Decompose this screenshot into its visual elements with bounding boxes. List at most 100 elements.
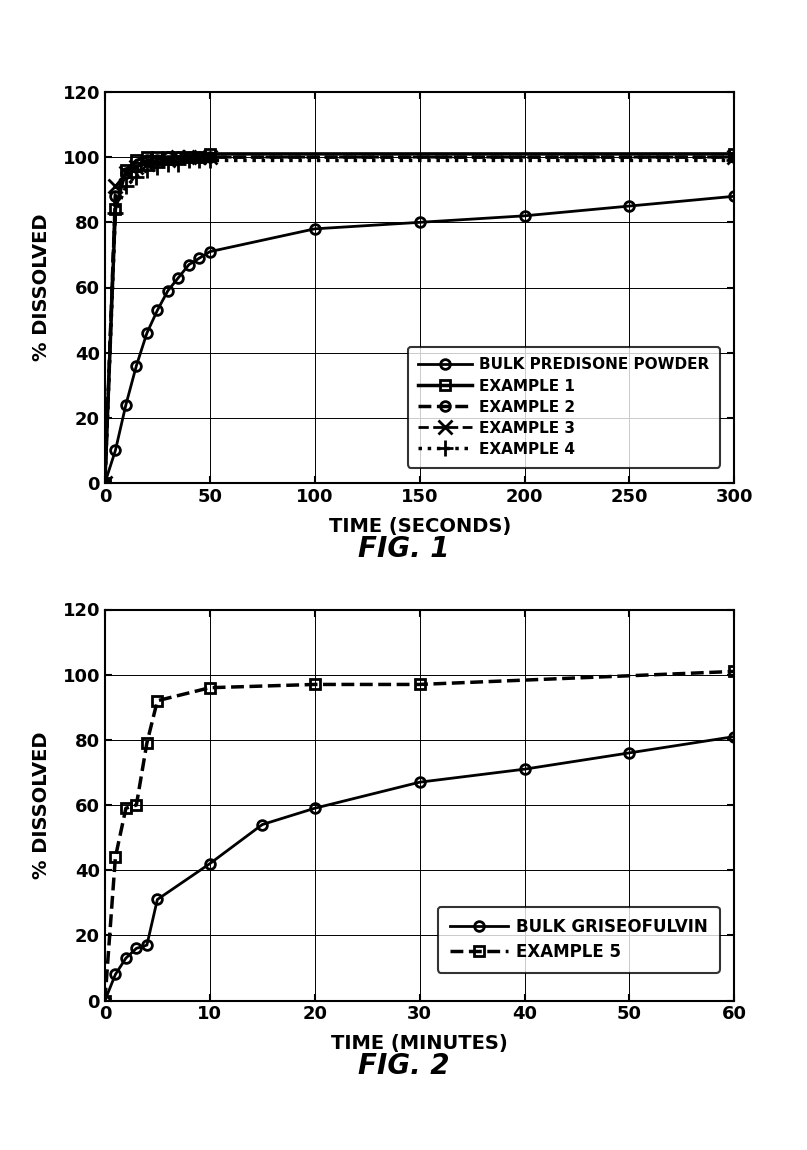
BULK GRISEOFULVIN xyxy=(730,729,739,743)
EXAMPLE 2 xyxy=(142,153,152,167)
BULK GRISEOFULVIN xyxy=(142,938,152,952)
EXAMPLE 2 xyxy=(100,476,110,490)
EXAMPLE 4 xyxy=(174,156,183,170)
EXAMPLE 4 xyxy=(100,476,110,490)
EXAMPLE 5 xyxy=(100,994,110,1007)
BULK PREDISONE POWDER xyxy=(100,476,110,490)
EXAMPLE 4 xyxy=(132,170,141,184)
EXAMPLE 2 xyxy=(153,153,162,167)
BULK PREDISONE POWDER xyxy=(132,359,141,373)
BULK GRISEOFULVIN xyxy=(153,892,162,906)
EXAMPLE 4 xyxy=(730,153,739,167)
Line: EXAMPLE 2: EXAMPLE 2 xyxy=(100,152,739,488)
BULK PREDISONE POWDER xyxy=(111,444,120,458)
EXAMPLE 5 xyxy=(111,850,120,864)
EXAMPLE 4 xyxy=(121,179,131,193)
EXAMPLE 4 xyxy=(163,156,173,170)
EXAMPLE 1 xyxy=(174,151,183,164)
Line: EXAMPLE 1: EXAMPLE 1 xyxy=(100,150,739,488)
EXAMPLE 3 xyxy=(174,151,183,164)
BULK GRISEOFULVIN xyxy=(310,802,320,815)
EXAMPLE 3 xyxy=(132,160,141,174)
EXAMPLE 4 xyxy=(111,206,120,220)
EXAMPLE 2 xyxy=(205,151,215,164)
EXAMPLE 2 xyxy=(730,151,739,164)
EXAMPLE 2 xyxy=(184,151,194,164)
EXAMPLE 1 xyxy=(132,153,141,167)
BULK PREDISONE POWDER xyxy=(415,215,424,229)
EXAMPLE 3 xyxy=(142,156,152,170)
EXAMPLE 3 xyxy=(205,151,215,164)
Text: FIG. 2: FIG. 2 xyxy=(358,1052,449,1080)
Line: EXAMPLE 5: EXAMPLE 5 xyxy=(100,667,739,1005)
EXAMPLE 4 xyxy=(205,153,215,167)
EXAMPLE 5 xyxy=(153,693,162,707)
EXAMPLE 3 xyxy=(184,151,194,164)
EXAMPLE 1 xyxy=(205,147,215,161)
BULK GRISEOFULVIN xyxy=(625,746,634,760)
Y-axis label: % DISSOLVED: % DISSOLVED xyxy=(32,731,52,879)
BULK GRISEOFULVIN xyxy=(415,775,424,789)
EXAMPLE 1 xyxy=(153,151,162,164)
EXAMPLE 1 xyxy=(730,147,739,161)
BULK PREDISONE POWDER xyxy=(194,251,204,264)
EXAMPLE 4 xyxy=(194,153,204,167)
EXAMPLE 5 xyxy=(142,736,152,750)
Text: FIG. 1: FIG. 1 xyxy=(358,535,449,562)
Line: BULK PREDISONE POWDER: BULK PREDISONE POWDER xyxy=(100,191,739,488)
Line: BULK GRISEOFULVIN: BULK GRISEOFULVIN xyxy=(100,731,739,1005)
BULK GRISEOFULVIN xyxy=(132,942,141,956)
EXAMPLE 1 xyxy=(100,476,110,490)
EXAMPLE 5 xyxy=(415,677,424,691)
BULK GRISEOFULVIN xyxy=(257,818,267,831)
EXAMPLE 5 xyxy=(310,677,320,691)
BULK GRISEOFULVIN xyxy=(205,857,215,871)
EXAMPLE 5 xyxy=(121,802,131,815)
BULK PREDISONE POWDER xyxy=(121,398,131,412)
BULK PREDISONE POWDER xyxy=(142,327,152,340)
EXAMPLE 3 xyxy=(163,153,173,167)
EXAMPLE 2 xyxy=(132,160,141,174)
EXAMPLE 5 xyxy=(205,681,215,695)
EXAMPLE 2 xyxy=(111,190,120,204)
Y-axis label: % DISSOLVED: % DISSOLVED xyxy=(32,214,52,361)
BULK GRISEOFULVIN xyxy=(111,967,120,981)
Legend: BULK GRISEOFULVIN, EXAMPLE 5: BULK GRISEOFULVIN, EXAMPLE 5 xyxy=(438,906,720,973)
EXAMPLE 2 xyxy=(121,167,131,181)
BULK PREDISONE POWDER xyxy=(730,190,739,204)
EXAMPLE 1 xyxy=(142,151,152,164)
BULK PREDISONE POWDER xyxy=(520,209,529,223)
EXAMPLE 1 xyxy=(163,151,173,164)
EXAMPLE 5 xyxy=(132,798,141,812)
EXAMPLE 3 xyxy=(730,151,739,164)
BULK PREDISONE POWDER xyxy=(174,270,183,284)
BULK PREDISONE POWDER xyxy=(310,222,320,236)
BULK PREDISONE POWDER xyxy=(625,199,634,213)
X-axis label: TIME (MINUTES): TIME (MINUTES) xyxy=(331,1035,508,1053)
EXAMPLE 4 xyxy=(184,153,194,167)
BULK PREDISONE POWDER xyxy=(153,304,162,317)
BULK GRISEOFULVIN xyxy=(100,994,110,1007)
EXAMPLE 1 xyxy=(194,151,204,164)
X-axis label: TIME (SECONDS): TIME (SECONDS) xyxy=(328,518,511,536)
EXAMPLE 4 xyxy=(142,163,152,177)
BULK PREDISONE POWDER xyxy=(184,258,194,271)
EXAMPLE 3 xyxy=(153,153,162,167)
EXAMPLE 3 xyxy=(194,151,204,164)
EXAMPLE 3 xyxy=(111,179,120,193)
EXAMPLE 3 xyxy=(121,167,131,181)
Line: EXAMPLE 4: EXAMPLE 4 xyxy=(97,152,742,491)
EXAMPLE 1 xyxy=(121,163,131,177)
EXAMPLE 2 xyxy=(174,151,183,164)
EXAMPLE 5 xyxy=(730,665,739,678)
Legend: BULK PREDISONE POWDER, EXAMPLE 1, EXAMPLE 2, EXAMPLE 3, EXAMPLE 4: BULK PREDISONE POWDER, EXAMPLE 1, EXAMPL… xyxy=(408,346,721,468)
EXAMPLE 1 xyxy=(184,151,194,164)
EXAMPLE 4 xyxy=(153,160,162,174)
BULK PREDISONE POWDER xyxy=(205,245,215,259)
EXAMPLE 3 xyxy=(100,476,110,490)
BULK GRISEOFULVIN xyxy=(520,762,529,776)
BULK GRISEOFULVIN xyxy=(121,951,131,965)
BULK PREDISONE POWDER xyxy=(163,284,173,298)
EXAMPLE 2 xyxy=(194,151,204,164)
EXAMPLE 2 xyxy=(163,151,173,164)
